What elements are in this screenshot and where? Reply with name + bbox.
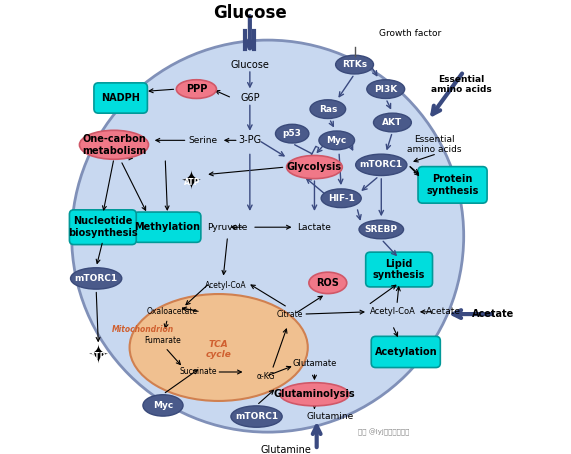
- Text: Methylation: Methylation: [134, 222, 200, 232]
- Text: ATP: ATP: [184, 178, 200, 187]
- Text: Ras: Ras: [319, 105, 337, 114]
- Text: p53: p53: [283, 129, 301, 138]
- Text: ATP: ATP: [90, 352, 107, 361]
- Ellipse shape: [310, 100, 345, 118]
- Text: Growth factor: Growth factor: [379, 29, 441, 38]
- Text: ✦: ✦: [88, 345, 109, 368]
- Text: Acetylation: Acetylation: [375, 347, 437, 357]
- Text: Oxaloacetate: Oxaloacetate: [146, 307, 198, 316]
- Text: Glycolysis: Glycolysis: [287, 162, 342, 172]
- Text: HIF-1: HIF-1: [328, 194, 355, 203]
- Ellipse shape: [287, 155, 342, 178]
- Text: RTKs: RTKs: [342, 60, 367, 69]
- Ellipse shape: [143, 395, 183, 416]
- Text: Acetate: Acetate: [426, 307, 461, 316]
- Text: Succinate: Succinate: [180, 367, 218, 376]
- Ellipse shape: [373, 113, 411, 132]
- Text: Myc: Myc: [327, 136, 347, 145]
- FancyBboxPatch shape: [371, 336, 440, 368]
- Text: ✦: ✦: [182, 171, 203, 195]
- Text: Glutamine: Glutamine: [307, 412, 353, 421]
- Text: Lipid
synthesis: Lipid synthesis: [373, 259, 425, 280]
- Text: G6P: G6P: [240, 93, 260, 103]
- FancyBboxPatch shape: [418, 167, 487, 203]
- Text: Acetate: Acetate: [472, 309, 514, 319]
- Text: Acetyl-CoA: Acetyl-CoA: [369, 307, 415, 316]
- Ellipse shape: [130, 294, 308, 401]
- Ellipse shape: [309, 272, 347, 294]
- Text: Citrate: Citrate: [277, 310, 303, 319]
- Ellipse shape: [367, 80, 405, 99]
- Text: Glutamate: Glutamate: [292, 359, 337, 368]
- FancyBboxPatch shape: [70, 210, 136, 245]
- Text: Essential
amino acids: Essential amino acids: [408, 135, 462, 154]
- Text: TCA
cycle: TCA cycle: [206, 340, 232, 360]
- FancyBboxPatch shape: [134, 212, 201, 242]
- Text: 3-PG: 3-PG: [238, 135, 262, 145]
- Ellipse shape: [79, 130, 148, 159]
- Text: Lactate: Lactate: [297, 223, 331, 232]
- Ellipse shape: [321, 189, 361, 207]
- Ellipse shape: [71, 268, 122, 289]
- Text: Mitochondrion: Mitochondrion: [112, 325, 174, 334]
- Text: mTORC1: mTORC1: [360, 160, 403, 169]
- Ellipse shape: [231, 406, 282, 427]
- FancyBboxPatch shape: [94, 83, 147, 113]
- Text: α-KG: α-KG: [256, 372, 275, 381]
- Ellipse shape: [176, 80, 216, 99]
- Text: Protein
synthesis: Protein synthesis: [427, 174, 478, 196]
- Ellipse shape: [319, 131, 355, 150]
- Text: One-carbon
metabolism: One-carbon metabolism: [82, 134, 146, 156]
- Ellipse shape: [336, 55, 373, 74]
- Text: Myc: Myc: [153, 401, 173, 410]
- Text: Glucose: Glucose: [231, 59, 270, 69]
- Text: PI3K: PI3K: [374, 84, 397, 94]
- FancyBboxPatch shape: [365, 252, 432, 287]
- Text: Glucose: Glucose: [213, 5, 287, 22]
- Text: NADPH: NADPH: [101, 93, 140, 103]
- Text: Essential
amino acids: Essential amino acids: [431, 75, 492, 94]
- Text: Pyruvate: Pyruvate: [207, 223, 248, 232]
- Text: mTORC1: mTORC1: [235, 412, 278, 421]
- Ellipse shape: [71, 40, 464, 432]
- Text: Nucleotide
biosynthesis: Nucleotide biosynthesis: [68, 217, 138, 238]
- Ellipse shape: [359, 220, 404, 239]
- Text: AKT: AKT: [383, 118, 403, 127]
- Ellipse shape: [356, 154, 407, 176]
- Text: Fumarate: Fumarate: [144, 336, 182, 345]
- Text: mTORC1: mTORC1: [75, 274, 118, 283]
- Text: Glutamine: Glutamine: [260, 445, 311, 454]
- Text: ROS: ROS: [316, 278, 339, 288]
- Text: 知乎 @lyj爱吃梅菜扣肉: 知乎 @lyj爱吃梅菜扣肉: [358, 429, 409, 436]
- Ellipse shape: [280, 383, 349, 406]
- Ellipse shape: [275, 124, 309, 143]
- Text: Serine: Serine: [188, 136, 218, 145]
- Text: Glutaminolysis: Glutaminolysis: [274, 389, 355, 399]
- Text: Acetyl-CoA: Acetyl-CoA: [204, 281, 246, 290]
- Text: SREBP: SREBP: [365, 225, 398, 234]
- Text: PPP: PPP: [186, 84, 207, 94]
